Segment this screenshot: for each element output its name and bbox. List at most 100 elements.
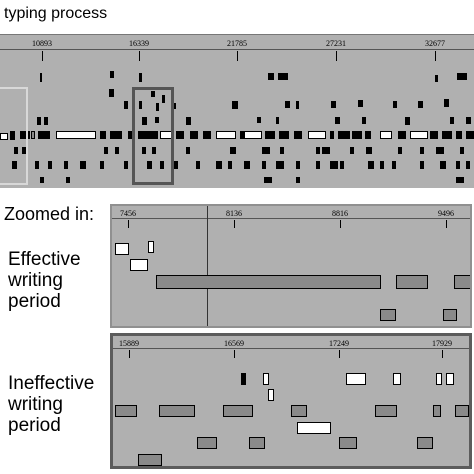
keystroke-block xyxy=(410,131,428,139)
effective-zoom-panel[interactable]: 7456 8136 8816 9496 xyxy=(110,204,472,328)
keystroke-block xyxy=(232,101,238,109)
keystroke-block xyxy=(279,131,289,139)
keystroke-block xyxy=(155,117,159,123)
previous-selection-region[interactable] xyxy=(0,87,28,185)
keystroke-block xyxy=(44,117,48,125)
label-line: writing xyxy=(8,270,63,291)
keystroke-block xyxy=(234,350,235,358)
keystroke-block xyxy=(240,131,244,139)
keystroke-block xyxy=(241,373,246,385)
keystroke-block xyxy=(216,131,236,139)
label-line: Effective xyxy=(8,249,81,270)
keystroke-block xyxy=(264,177,272,183)
keystroke-block xyxy=(48,161,52,169)
ineffective-ruler: 15889 16569 17249 17929 xyxy=(113,336,469,349)
tick-label: 21785 xyxy=(227,39,247,48)
keystroke-block xyxy=(162,95,165,103)
overview-timeline-panel[interactable]: 10893 16339 21785 27231 32677 xyxy=(0,34,474,188)
ineffective-period-label: Ineffective writing period xyxy=(8,373,94,436)
keystroke-block xyxy=(20,131,30,139)
keystroke-block xyxy=(454,275,470,289)
keystroke-block xyxy=(380,161,384,169)
keystroke-block xyxy=(420,147,424,154)
playback-cursor-line[interactable] xyxy=(207,206,208,326)
keystroke-block xyxy=(330,131,334,139)
keystroke-block xyxy=(190,131,198,139)
tick-label: 8816 xyxy=(332,209,348,218)
keystroke-block xyxy=(392,161,396,169)
keystroke-block xyxy=(466,131,474,139)
keystroke-block xyxy=(435,51,436,61)
keystroke-block xyxy=(444,99,449,107)
keystroke-block xyxy=(147,161,152,169)
keystroke-block xyxy=(244,161,250,169)
tick-label: 16339 xyxy=(129,39,149,48)
keystroke-block xyxy=(196,161,200,169)
keystroke-block xyxy=(249,437,265,449)
keystroke-block xyxy=(446,373,454,385)
keystroke-block xyxy=(228,161,232,169)
keystroke-block xyxy=(418,101,423,108)
label-line: period xyxy=(8,291,61,312)
keystroke-block xyxy=(244,131,262,139)
zoomed-in-heading: Zoomed in: xyxy=(4,204,95,224)
keystroke-block xyxy=(128,131,134,139)
keystroke-block xyxy=(115,243,129,255)
keystroke-block xyxy=(435,75,438,82)
overview-ruler: 10893 16339 21785 27231 32677 xyxy=(0,35,474,50)
keystroke-block xyxy=(352,131,362,139)
keystroke-block xyxy=(276,161,284,169)
keystroke-block xyxy=(346,373,366,385)
keystroke-block xyxy=(330,161,338,169)
keystroke-block xyxy=(268,389,274,401)
keystroke-block xyxy=(340,161,344,169)
current-selection-region[interactable] xyxy=(132,87,174,185)
keystroke-block xyxy=(296,177,300,183)
keystroke-block xyxy=(152,147,156,154)
keystroke-block xyxy=(362,117,366,124)
keystroke-block xyxy=(124,101,128,109)
keystroke-block xyxy=(440,161,446,169)
keystroke-block xyxy=(430,131,438,139)
tick-label: 15889 xyxy=(119,339,139,348)
keystroke-block xyxy=(322,147,330,154)
keystroke-block xyxy=(124,161,128,169)
keystroke-block xyxy=(172,161,178,169)
keystroke-block xyxy=(257,117,261,123)
keystroke-block xyxy=(339,350,340,358)
keystroke-block xyxy=(56,131,96,139)
keystroke-block xyxy=(197,437,217,449)
keystroke-block xyxy=(393,101,397,108)
keystroke-block xyxy=(237,51,238,61)
keystroke-block xyxy=(0,133,8,140)
tick-label: 32677 xyxy=(425,39,445,48)
tick-label: 27231 xyxy=(326,39,346,48)
keystroke-block xyxy=(436,147,444,154)
keystroke-block xyxy=(100,131,106,139)
keystroke-block xyxy=(203,131,211,139)
ineffective-zoom-panel[interactable]: 15889 16569 17249 17929 xyxy=(110,333,472,469)
keystroke-block xyxy=(110,131,122,139)
tick-label: 7456 xyxy=(120,209,136,218)
keystroke-block xyxy=(350,147,354,154)
keystroke-block xyxy=(398,147,402,154)
keystroke-block xyxy=(338,131,350,139)
tick-label: 8136 xyxy=(226,209,242,218)
keystroke-block xyxy=(142,117,147,125)
keystroke-block xyxy=(339,437,357,449)
tick-label: 9496 xyxy=(438,209,454,218)
keystroke-block xyxy=(466,117,471,124)
keystroke-block xyxy=(375,405,397,417)
keystroke-block xyxy=(455,405,469,417)
keystroke-block xyxy=(291,405,307,417)
keystroke-block xyxy=(466,161,470,169)
keystroke-block xyxy=(456,131,462,139)
keystroke-block xyxy=(365,131,371,139)
keystroke-block xyxy=(268,73,274,80)
keystroke-block xyxy=(294,131,302,139)
keystroke-block xyxy=(420,161,424,169)
keystroke-block xyxy=(331,101,336,108)
keystroke-block xyxy=(148,241,154,253)
window-title: typing process xyxy=(4,5,108,22)
keystroke-block xyxy=(139,73,142,82)
